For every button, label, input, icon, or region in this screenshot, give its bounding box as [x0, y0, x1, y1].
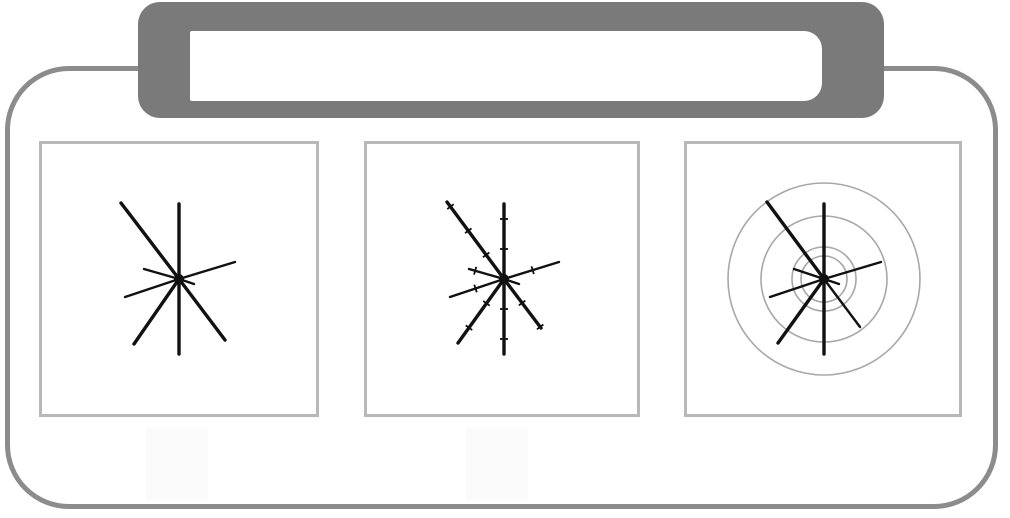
ray-tick — [536, 323, 544, 331]
panel-plain-rays — [39, 141, 319, 417]
center-dot — [499, 274, 509, 284]
ray-6 — [123, 277, 181, 299]
ray-8 — [792, 267, 826, 281]
panel-2-caption — [466, 428, 528, 500]
ring-rays-figure — [727, 182, 921, 376]
ray-4 — [822, 277, 862, 329]
center-dot — [174, 274, 184, 284]
ray-6 — [768, 277, 826, 299]
panel-1-caption — [146, 428, 208, 500]
ray-7 — [132, 277, 181, 346]
ray-tick — [482, 300, 491, 307]
ray-tick — [518, 299, 526, 307]
ray-3 — [445, 200, 506, 281]
ray-tick — [473, 284, 478, 293]
ray-tick — [482, 251, 490, 258]
ray-3 — [765, 200, 826, 281]
ray-8 — [142, 267, 181, 281]
ray-tick — [464, 227, 473, 234]
ray-4 — [177, 277, 227, 342]
ray-5 — [822, 260, 883, 281]
ray-tick — [473, 266, 478, 275]
ticked-rays-figure — [445, 200, 561, 356]
panel-ticked-rays — [364, 141, 640, 417]
ray-tick — [465, 324, 473, 331]
ray-3 — [119, 201, 181, 281]
ray-tick — [530, 266, 535, 275]
panel-ring-rays — [684, 141, 962, 417]
title-field — [190, 31, 822, 101]
ray-5 — [177, 260, 237, 281]
center-dot — [819, 274, 829, 284]
plain-rays-figure — [119, 201, 237, 356]
ray-7 — [776, 277, 826, 345]
ring-1 — [727, 182, 921, 376]
ray-5 — [502, 260, 561, 281]
ray-7 — [456, 277, 506, 345]
ray-tick — [446, 203, 455, 210]
ray-6 — [448, 277, 506, 299]
